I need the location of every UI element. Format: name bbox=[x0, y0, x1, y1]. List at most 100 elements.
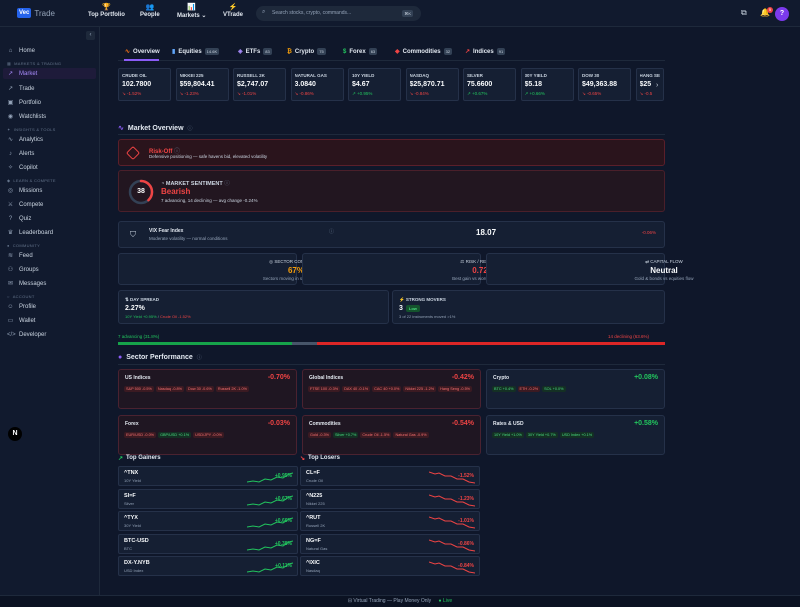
tab-crypto[interactable]: ₿ Crypto 75 bbox=[287, 48, 326, 55]
sector-card[interactable]: Crypto +0.08% BTC +0.4% ETH -0.2% SOL +0.0… bbox=[486, 369, 665, 409]
info-icon[interactable]: ⓘ bbox=[187, 125, 193, 132]
mover-row[interactable]: ^N225 Nikkei 225 -1.23% bbox=[300, 488, 480, 509]
ticker-card[interactable]: RUSSELL 2K $2,747.07 ↘ -1.01% bbox=[233, 68, 286, 101]
rss-icon: ≋ bbox=[7, 253, 14, 259]
tab-forex[interactable]: $ Forex 63 bbox=[343, 48, 378, 55]
divider bbox=[118, 364, 665, 365]
tab-indices[interactable]: ↗ Indices 91 bbox=[465, 48, 506, 55]
stat-value: 0.72 bbox=[472, 266, 488, 275]
live-indicator: ● Live bbox=[438, 598, 453, 604]
sector-name: Crypto bbox=[493, 375, 510, 381]
avatar[interactable]: ? bbox=[775, 7, 789, 21]
mover-row[interactable]: ^IXIC Nasdaq -0.84% bbox=[300, 556, 480, 576]
sidebar-item-trade[interactable]: ↗ Trade bbox=[7, 84, 34, 93]
topnav-top-portfolio[interactable]: 🏆 Top Portfolio bbox=[88, 3, 125, 18]
mover-row[interactable]: BTC-USD BTC +0.38% bbox=[118, 533, 298, 554]
search-input[interactable]: ⌕ Search stocks, crypto, commands... ⌘K bbox=[256, 6, 421, 21]
ticker-card[interactable]: 10Y YIELD $4.67 ↗ +0.95% bbox=[348, 68, 401, 101]
n-badge-button[interactable]: N bbox=[8, 427, 22, 441]
sector-card[interactable]: Rates & USD +0.58% 10Y Yield +1.0% 30Y Yi… bbox=[486, 415, 665, 455]
logo[interactable]: Vec Trade bbox=[17, 8, 55, 18]
trend-icon: ↗ bbox=[465, 49, 471, 55]
sector-card[interactable]: Commodities -0.54% Gold -0.3% Silver +0.7… bbox=[302, 415, 481, 455]
collapse-sidebar-icon[interactable]: ‹ bbox=[86, 31, 95, 40]
ticker-card[interactable]: NIKKEI 225 $59,804.41 ↘ -1.23% bbox=[175, 68, 229, 101]
ticker-card[interactable]: DOW 30 $49,363.88 ↘ -0.65% bbox=[578, 68, 631, 101]
sector-chip: GBP/USD +0.1% bbox=[158, 432, 192, 438]
info-icon[interactable]: ⓘ bbox=[174, 149, 181, 155]
bell-icon[interactable]: 🔔 bbox=[760, 8, 770, 17]
sidebar-item-wallet[interactable]: ▭ Wallet bbox=[7, 316, 36, 325]
topnav-label: VTrade bbox=[223, 12, 244, 18]
sidebar-item-quiz[interactable]: ? Quiz bbox=[7, 214, 32, 223]
ticker-card[interactable]: HANG SE $25 ↘ -0.5 bbox=[635, 68, 664, 101]
sidebar-item-leaderboard[interactable]: ♛ Leaderboard bbox=[7, 228, 53, 237]
arrows-icon: ⇅ bbox=[125, 297, 129, 302]
sidebar-item-groups[interactable]: ⚇ Groups bbox=[7, 265, 39, 274]
sparkline bbox=[429, 494, 475, 506]
ticker-card[interactable]: CRUDE OIL 102.7800 ↘ -1.52% bbox=[118, 68, 171, 101]
tab-overview[interactable]: ∿ Overview bbox=[125, 48, 160, 56]
sector-chip: 10Y Yield +1.0% bbox=[492, 432, 524, 438]
info-icon[interactable]: ⓘ bbox=[196, 355, 202, 361]
sector-chip: Hang Seng -0.5% bbox=[438, 386, 473, 392]
mover-row[interactable]: DX-Y.NYB USD Index +0.11% bbox=[118, 556, 298, 576]
sidebar-item-analytics[interactable]: ∿ Analytics bbox=[7, 135, 43, 144]
tab-etfs[interactable]: ◈ ETFs 83 bbox=[238, 48, 272, 55]
mover-row[interactable]: ^TYX 30Y Yield +0.66% bbox=[118, 511, 298, 531]
sidebar-item-missions[interactable]: ◎ Missions bbox=[7, 186, 42, 195]
sidebar-item-compete[interactable]: ⚔ Compete bbox=[7, 200, 44, 209]
sidebar-item-alerts[interactable]: ♪ Alerts bbox=[7, 149, 34, 158]
sidebar-item-profile[interactable]: ☺ Profile bbox=[7, 302, 36, 311]
sector-chip: USD Index +0.1% bbox=[559, 432, 595, 438]
ticker-card[interactable]: NATURAL GAS 3.0840 ↘ -0.86% bbox=[290, 68, 344, 101]
sector-name: Forex bbox=[125, 421, 139, 427]
sidebar-item-developer[interactable]: </> Developer bbox=[7, 330, 46, 339]
sector-chip: 30Y Yield +0.7% bbox=[525, 432, 558, 438]
mover-pct: -0.84% bbox=[458, 563, 474, 569]
puzzle-icon[interactable]: ⧉ bbox=[741, 8, 747, 17]
info-icon[interactable]: ⓘ bbox=[329, 229, 335, 235]
sidebar-item-home[interactable]: ⌂ Home bbox=[7, 46, 35, 55]
mover-row[interactable]: ^TNX 10Y Yield +0.95% bbox=[118, 466, 298, 486]
section-icon: ▦ bbox=[7, 61, 12, 66]
ticker-card[interactable]: NASDAQ $25,870.71 ↘ -0.84% bbox=[405, 68, 459, 101]
sidebar-item-messages[interactable]: ✉ Messages bbox=[7, 279, 46, 288]
sector-card[interactable]: US Indices -0.70% S&P 500 -0.5% Nasdaq -0… bbox=[118, 369, 297, 409]
topnav-vtrade[interactable]: ⚡ VTrade bbox=[223, 3, 243, 18]
sparkline bbox=[247, 540, 293, 551]
topnav-markets[interactable]: 📊 Markets ⌄ bbox=[177, 3, 206, 19]
mover-row[interactable]: ^RUT Russell 2K -1.01% bbox=[300, 511, 480, 531]
stat-value: 67% bbox=[287, 266, 304, 275]
tab-equities[interactable]: ▮ Equities 14.6K bbox=[172, 48, 220, 55]
tab-count: 75 bbox=[317, 48, 326, 55]
search-icon: ⌕ bbox=[262, 9, 266, 15]
sidebar-item-watchlists[interactable]: ◉ Watchlists bbox=[7, 112, 46, 121]
risk-off-card: Risk-Off ⓘ Defensive positioning — safe … bbox=[118, 139, 665, 166]
sidebar-item-portfolio[interactable]: ▣ Portfolio bbox=[7, 98, 41, 107]
ticker-name: DOW 30 bbox=[582, 73, 600, 78]
logo-text: Trade bbox=[34, 8, 55, 18]
mover-row[interactable]: NG=F Natural Gas -0.86% bbox=[300, 533, 480, 554]
sector-chips: EUR/USD -0.0% GBP/USD +0.1% USD/JPY -0.0% bbox=[124, 432, 291, 438]
sidebar-item-market[interactable]: ↗ Market bbox=[3, 68, 96, 79]
ticker-change: ↘ -0.84% bbox=[409, 91, 429, 96]
mover-pct: +0.38% bbox=[274, 540, 292, 547]
sidebar-item-feed[interactable]: ≋ Feed bbox=[7, 251, 33, 260]
info-icon[interactable]: ⓘ bbox=[224, 181, 230, 187]
sidebar-item-label: Alerts bbox=[19, 150, 35, 157]
topnav-people[interactable]: 👥 People bbox=[140, 3, 160, 18]
ticker-card[interactable]: 30Y YIELD $5.18 ↗ +0.66% bbox=[520, 68, 574, 101]
ticker-name: NATURAL GAS bbox=[294, 73, 327, 78]
mover-row[interactable]: SI=F Silver +0.67% bbox=[118, 488, 298, 509]
chevron-right-icon[interactable]: › bbox=[656, 82, 659, 89]
sidebar-item-copilot[interactable]: ✧ Copilot bbox=[7, 163, 38, 172]
ticker-card[interactable]: SILVER 75.6600 ↗ +0.67% bbox=[463, 68, 516, 101]
sidebar-item-label: Missions bbox=[19, 187, 43, 194]
sector-card[interactable]: Forex -0.03% EUR/USD -0.0% GBP/USD +0.1% U… bbox=[118, 415, 297, 455]
tab-commodities[interactable]: ◆ Commodities 32 bbox=[395, 48, 453, 55]
sidebar-item-label: Developer bbox=[19, 331, 47, 338]
sector-card[interactable]: Global Indices -0.42% FTSE 100 -0.3% DAX … bbox=[302, 369, 481, 409]
mover-row[interactable]: CL=F Crude Oil -1.52% bbox=[300, 466, 480, 486]
section-icon: ◆ bbox=[7, 178, 11, 183]
